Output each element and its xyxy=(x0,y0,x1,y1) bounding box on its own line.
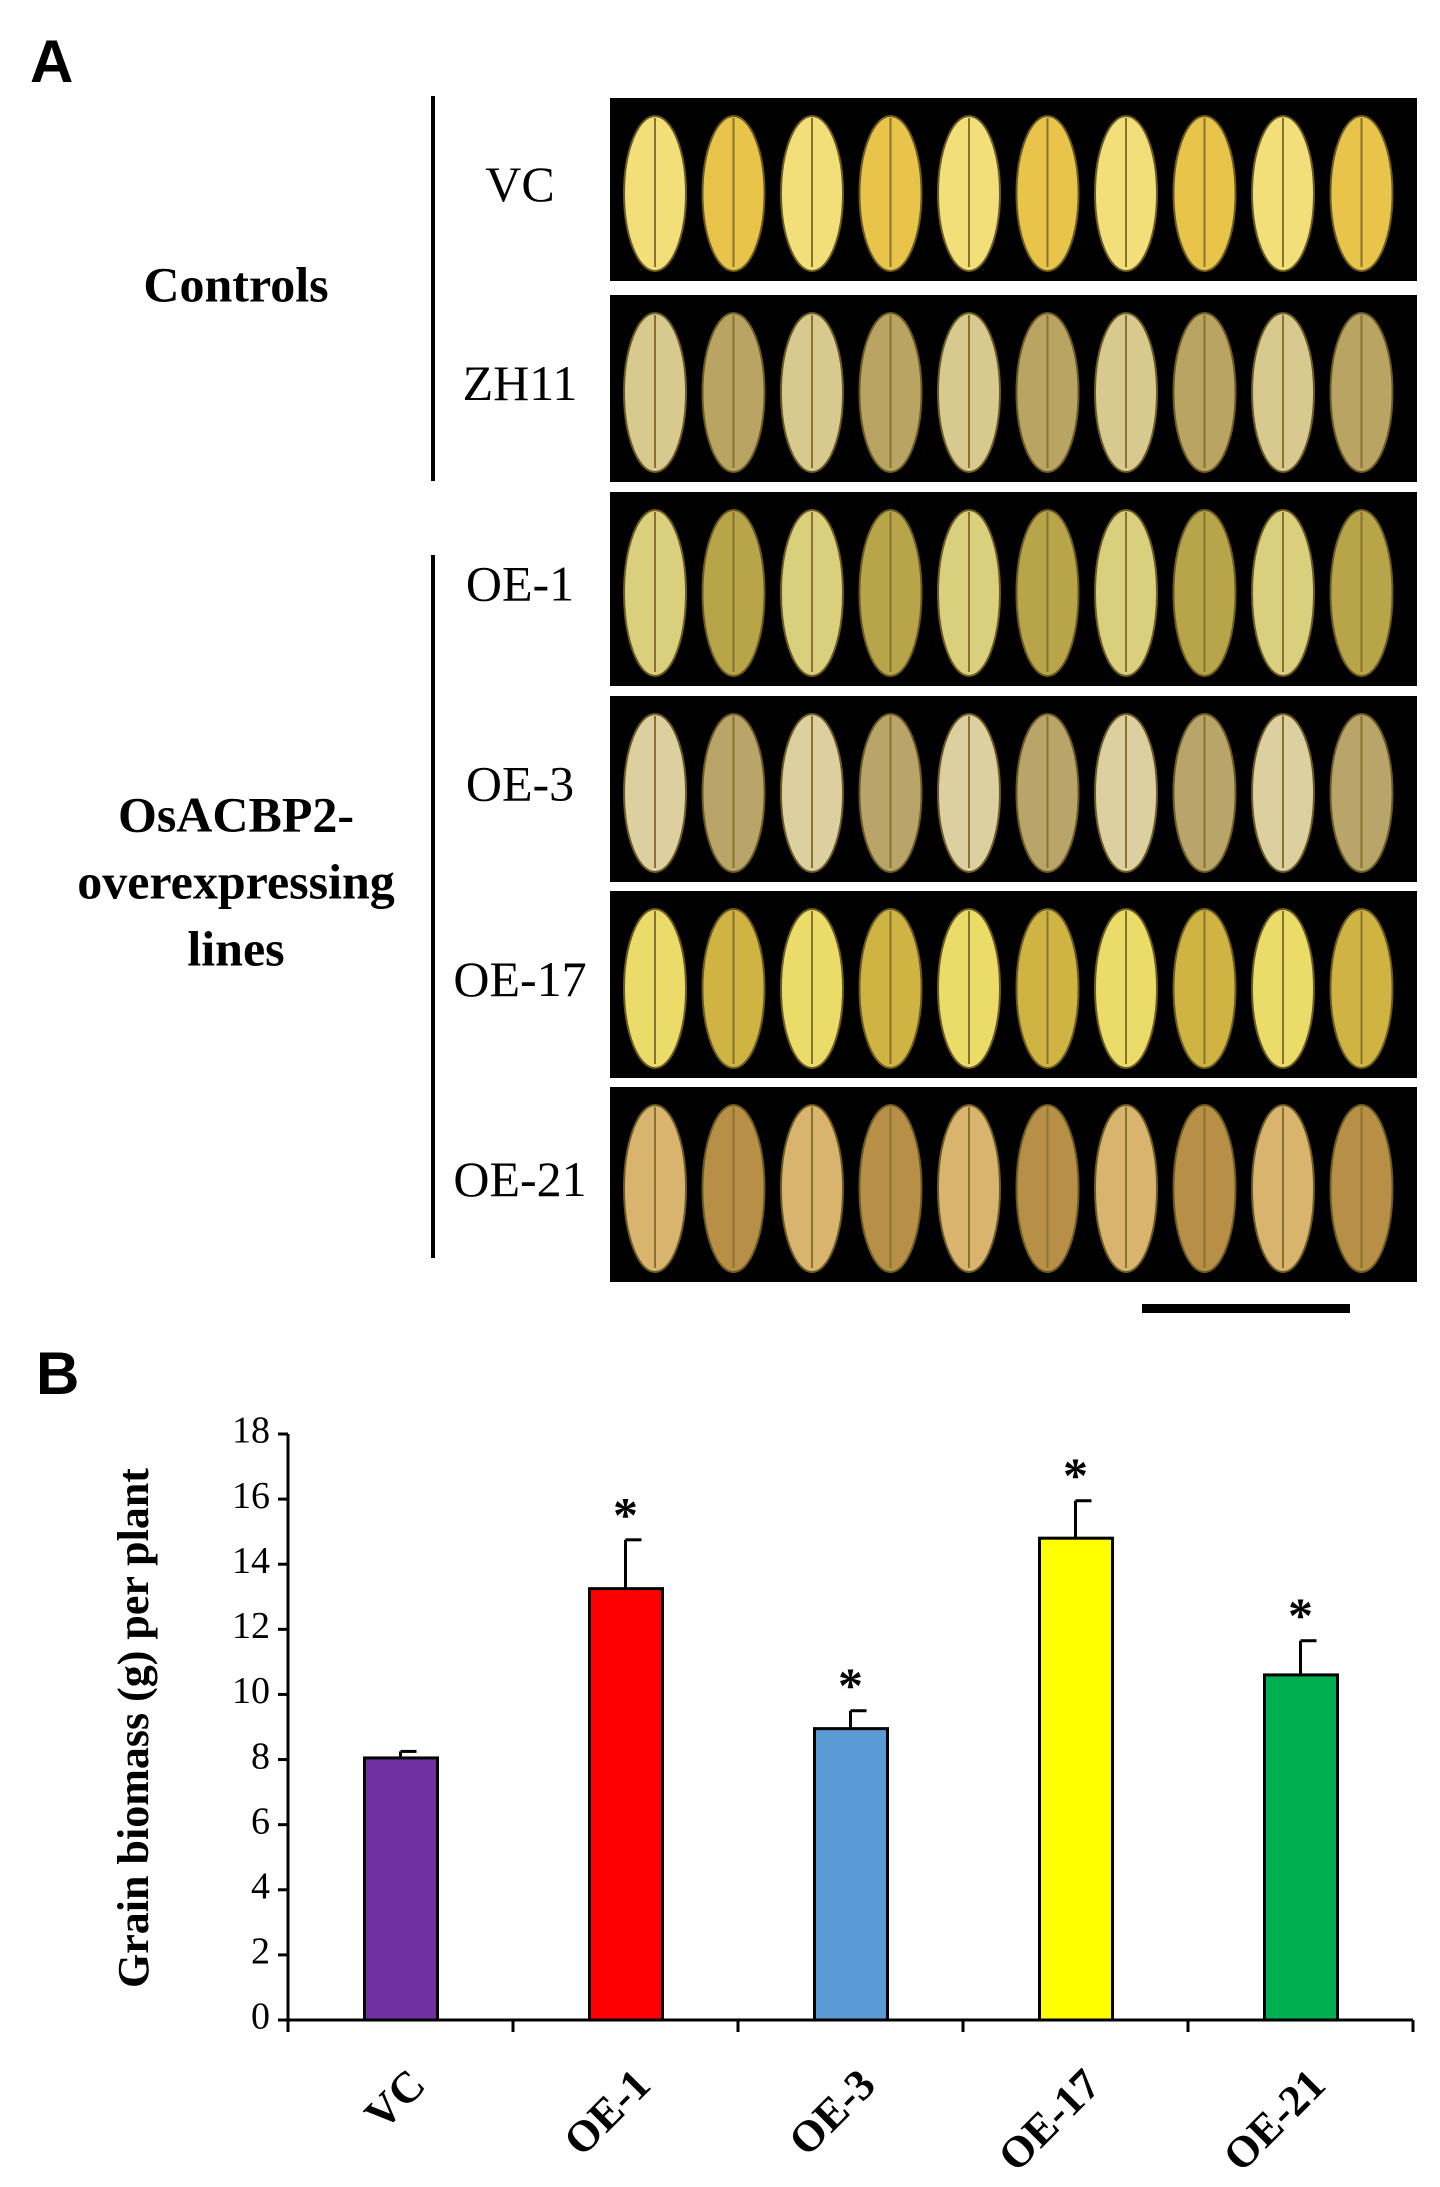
scale-bar xyxy=(1142,1304,1350,1313)
significance-label: * xyxy=(1288,1587,1313,1643)
group-label: overexpressing xyxy=(77,853,395,909)
bar xyxy=(1038,1536,1114,2022)
x-tick-label: OE-1 xyxy=(554,2060,660,2166)
y-tick-label: 6 xyxy=(251,1800,270,1842)
group-label: lines xyxy=(187,920,284,976)
panel-label: B xyxy=(36,1340,79,1407)
bar xyxy=(363,1756,439,2022)
x-tick-label: OE-3 xyxy=(779,2060,885,2166)
significance-label: * xyxy=(1063,1447,1088,1503)
x-tick-label: OE-21 xyxy=(1214,2060,1335,2181)
significance-label: * xyxy=(613,1486,638,1542)
x-tick-label: VC xyxy=(355,2060,435,2140)
row-label: VC xyxy=(485,156,554,212)
y-tick-label: 8 xyxy=(251,1735,270,1777)
row-label: OE-21 xyxy=(453,1151,586,1207)
y-tick-label: 4 xyxy=(251,1865,270,1907)
y-tick-label: 16 xyxy=(232,1475,270,1517)
x-tick-label: OE-17 xyxy=(989,2060,1110,2181)
y-tick-label: 18 xyxy=(232,1410,270,1452)
row-label: OE-1 xyxy=(466,555,574,611)
row-label: OE-3 xyxy=(466,755,574,811)
y-axis-title: Grain biomass (g) per plant xyxy=(109,1468,158,1988)
y-tick-label: 0 xyxy=(251,1996,270,2038)
group-label: OsACBP2- xyxy=(118,786,354,842)
y-tick-label: 12 xyxy=(232,1605,270,1647)
group-label: Controls xyxy=(143,256,328,312)
bar xyxy=(588,1587,664,2022)
y-tick-label: 2 xyxy=(251,1931,270,1973)
y-tick-label: 14 xyxy=(232,1540,270,1582)
bar xyxy=(813,1727,889,2022)
row-label: ZH11 xyxy=(463,355,578,411)
row-label: OE-17 xyxy=(453,951,586,1007)
significance-label: * xyxy=(838,1657,863,1713)
y-tick-label: 10 xyxy=(232,1670,270,1712)
bar xyxy=(1263,1673,1339,2022)
panel-label: A xyxy=(30,28,73,95)
